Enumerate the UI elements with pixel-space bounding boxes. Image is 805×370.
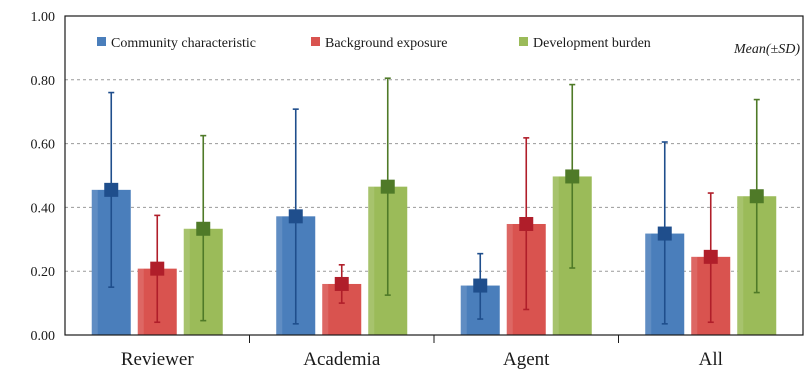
x-tick-label: Academia	[303, 349, 381, 370]
mean-marker	[196, 221, 211, 236]
y-tick-label: 0.60	[31, 138, 56, 153]
mean-marker	[565, 169, 580, 184]
mean-marker	[519, 216, 534, 231]
bar-highlight	[91, 189, 98, 335]
mean-marker	[288, 209, 303, 224]
mean-marker	[657, 226, 672, 241]
legend: Community characteristic Background expos…	[97, 36, 651, 51]
legend-swatch	[97, 37, 106, 46]
bar-highlight	[368, 186, 375, 335]
mean-marker	[473, 278, 488, 293]
bar-highlight	[460, 285, 467, 335]
bar-highlight	[137, 268, 144, 335]
x-tick-label: All	[699, 349, 723, 370]
bar-highlight	[322, 283, 329, 335]
x-tick-label: Agent	[503, 349, 550, 370]
mean-marker	[104, 182, 119, 197]
bar-group	[91, 176, 777, 335]
y-tick-label: 0.40	[31, 201, 56, 216]
mean-marker	[703, 249, 718, 264]
bar-highlight	[183, 228, 190, 335]
axes	[64, 15, 804, 343]
bar-highlight	[552, 176, 559, 335]
y-tick-labels: 0.00 0.20 0.40 0.60 0.80 1.00	[31, 10, 56, 344]
bar-highlight	[691, 256, 698, 335]
bar-highlight	[506, 223, 513, 335]
x-tick-label: Reviewer	[121, 349, 194, 370]
legend-swatch	[311, 37, 320, 46]
gridlines	[65, 79, 803, 272]
y-tick-label: 0.20	[31, 265, 56, 280]
mean-sd-annotation: Mean(±SD)	[733, 42, 800, 57]
bar-highlight	[737, 196, 744, 335]
mean-marker	[380, 179, 395, 194]
mean-marker	[749, 189, 764, 204]
error-bar-group	[104, 77, 764, 325]
y-tick-label: 0.80	[31, 74, 56, 89]
legend-label: Background exposure	[325, 36, 447, 51]
legend-swatch	[519, 37, 528, 46]
mean-marker	[334, 276, 349, 291]
legend-label: Community characteristic	[111, 36, 256, 51]
legend-label: Development burden	[533, 36, 651, 51]
x-tick-labels: Reviewer Academia Agent All	[121, 349, 723, 370]
mean-marker	[150, 261, 165, 276]
bar-highlight	[276, 216, 283, 335]
y-tick-label: 0.00	[31, 329, 56, 344]
bar-highlight	[645, 233, 652, 335]
y-tick-label: 1.00	[31, 10, 56, 25]
